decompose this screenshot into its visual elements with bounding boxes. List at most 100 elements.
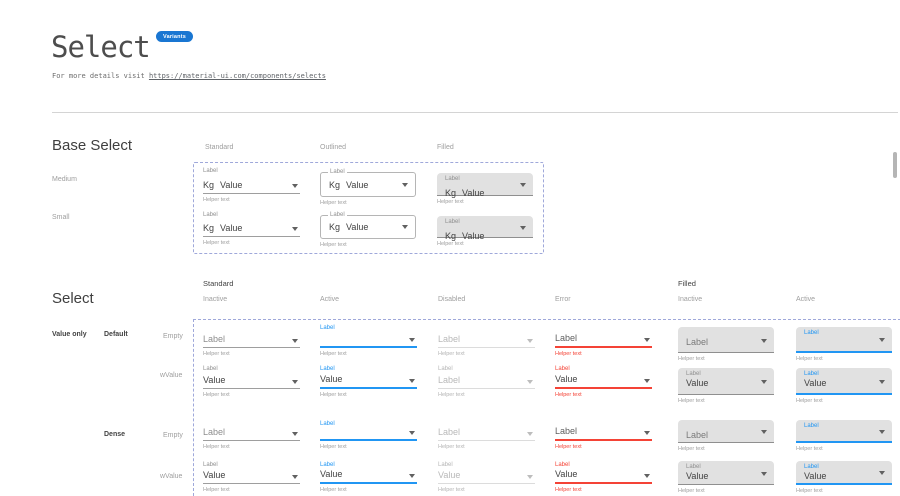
helper-text: Helper text [438,487,465,493]
dropdown-arrow-icon [644,379,650,383]
select-label: Label [438,462,453,468]
select-label: Label [804,330,819,336]
vertical-scrollbar-thumb[interactable] [893,152,897,178]
dropdown-arrow-icon [292,380,298,384]
helper-text: Helper text [437,241,464,247]
dropdown-arrow-icon [409,338,415,342]
helper-text: Helper text [320,200,347,206]
helper-text: Helper text [796,488,823,494]
variants-badge: Variants [156,31,194,42]
select-control[interactable]: Label Value [796,461,892,485]
base-select-title: Base Select [52,137,133,154]
header-divider [52,112,898,113]
select-control[interactable]: Label [796,327,892,353]
select-control[interactable]: Label [555,426,652,441]
select-control[interactable]: Label Value [678,368,774,395]
base-filled-select-small: Label Kg Value Helper text [437,216,534,247]
col-inactive-std: Inactive [203,296,228,303]
helper-text: Helper text [320,444,347,450]
helper-text: Helper text [438,392,465,398]
select-label: Label [203,462,218,468]
select-grid-boundary [193,319,900,496]
base-select-boundary [193,162,544,254]
select-value: Value [346,222,369,232]
select-filled-active-dense-wvalue: Label Value Helper text [796,461,893,494]
dropdown-arrow-icon [879,338,885,342]
dropdown-arrow-icon [527,475,533,479]
select-label [686,423,774,430]
dropdown-arrow-icon [520,225,526,230]
select-label: Label [203,168,218,174]
select-filled-inactive-dense-empty: Label Helper text [678,420,775,452]
helper-text: Helper text [203,351,230,357]
col-error: Error [555,296,571,303]
helper-text: Helper text [203,240,230,246]
base-col-filled: Filled [437,144,454,151]
dropdown-arrow-icon [879,471,885,475]
group-filled: Filled [678,279,696,288]
dropdown-arrow-icon [527,380,533,384]
select-control[interactable] [320,332,417,348]
select-value: Value [438,470,461,480]
col-active-fill: Active [796,296,816,303]
helper-text: Helper text [203,444,230,450]
select-control[interactable]: Value [320,373,417,389]
select-control[interactable]: Value [320,469,417,484]
select-filled-active-default-wvalue: Label Value Helper text [796,368,893,404]
select-control[interactable]: Label [438,427,535,441]
select-control[interactable]: Label Kg Value [320,169,416,197]
dropdown-arrow-icon [402,225,408,229]
dropdown-arrow-icon [409,431,415,435]
base-outlined-select-small: Label Kg Value Helper text [320,212,417,248]
select-label: Label [203,366,218,372]
select-title: Select [52,290,94,307]
select-value: Value [686,471,709,481]
select-control[interactable]: Label [438,332,535,348]
select-control[interactable]: Label [555,332,652,348]
select-prefix: Kg [329,222,341,232]
material-ui-link[interactable]: https://material-ui.com/components/selec… [148,72,326,80]
select-control[interactable]: Label [796,420,892,443]
select-control[interactable]: Value [555,469,652,484]
select-control[interactable]: Label Kg Value [320,212,416,239]
select-value: Value [686,378,709,388]
select-control[interactable]: Label [203,332,300,348]
select-filled-inactive-default-wvalue: Label Value Helper text [678,368,775,404]
base-col-outlined: Outlined [320,144,347,151]
select-label: Label [203,212,218,218]
dropdown-arrow-icon [879,429,885,434]
base-standard-select-medium: Label Kg Value Helper text [203,168,300,203]
select-control[interactable]: Label Kg Value [437,216,533,241]
select-control[interactable]: Label [678,327,774,353]
select-control[interactable]: Label [203,427,300,441]
select-filled-inactive-dense-wvalue: Label Value Helper text [678,461,775,494]
select-standard-inactive-dense-empty: Label Helper text [203,421,300,450]
select-label: Label [320,462,335,468]
select-control[interactable]: Label [678,420,774,443]
select-standard-inactive-default-wvalue: Label Value Helper text [203,366,300,398]
dropdown-arrow-icon [761,430,767,434]
select-control[interactable]: Kg Value [203,176,300,194]
select-control[interactable]: Value [203,373,300,389]
select-standard-disabled-default-wvalue: Label Label Helper text [438,366,535,398]
select-control[interactable]: Label Value [678,461,774,485]
select-control[interactable]: Label Value [796,368,892,395]
dropdown-arrow-icon [644,474,650,478]
select-label [686,330,774,337]
select-standard-inactive-dense-wvalue: Label Value Helper text [203,462,300,493]
select-standard-disabled-dense-wvalue: Label Value Helper text [438,462,535,493]
dropdown-arrow-icon [527,432,533,436]
select-control[interactable]: Value [555,373,652,389]
select-standard-inactive-default-empty: Label Helper text [203,325,300,357]
row-group-value-only: Value only [52,331,87,338]
select-control[interactable] [320,428,417,441]
dropdown-arrow-icon [644,338,650,342]
select-value: Value [203,470,226,480]
select-control[interactable]: Label [438,373,535,389]
select-control[interactable]: Value [203,469,300,484]
select-control[interactable]: Kg Value [203,220,300,237]
select-control[interactable]: Label Kg Value [437,173,533,198]
select-filled-active-default-empty: Label Helper text [796,327,893,362]
select-control[interactable]: Value [438,469,535,484]
helper-text: Helper text [678,488,705,494]
